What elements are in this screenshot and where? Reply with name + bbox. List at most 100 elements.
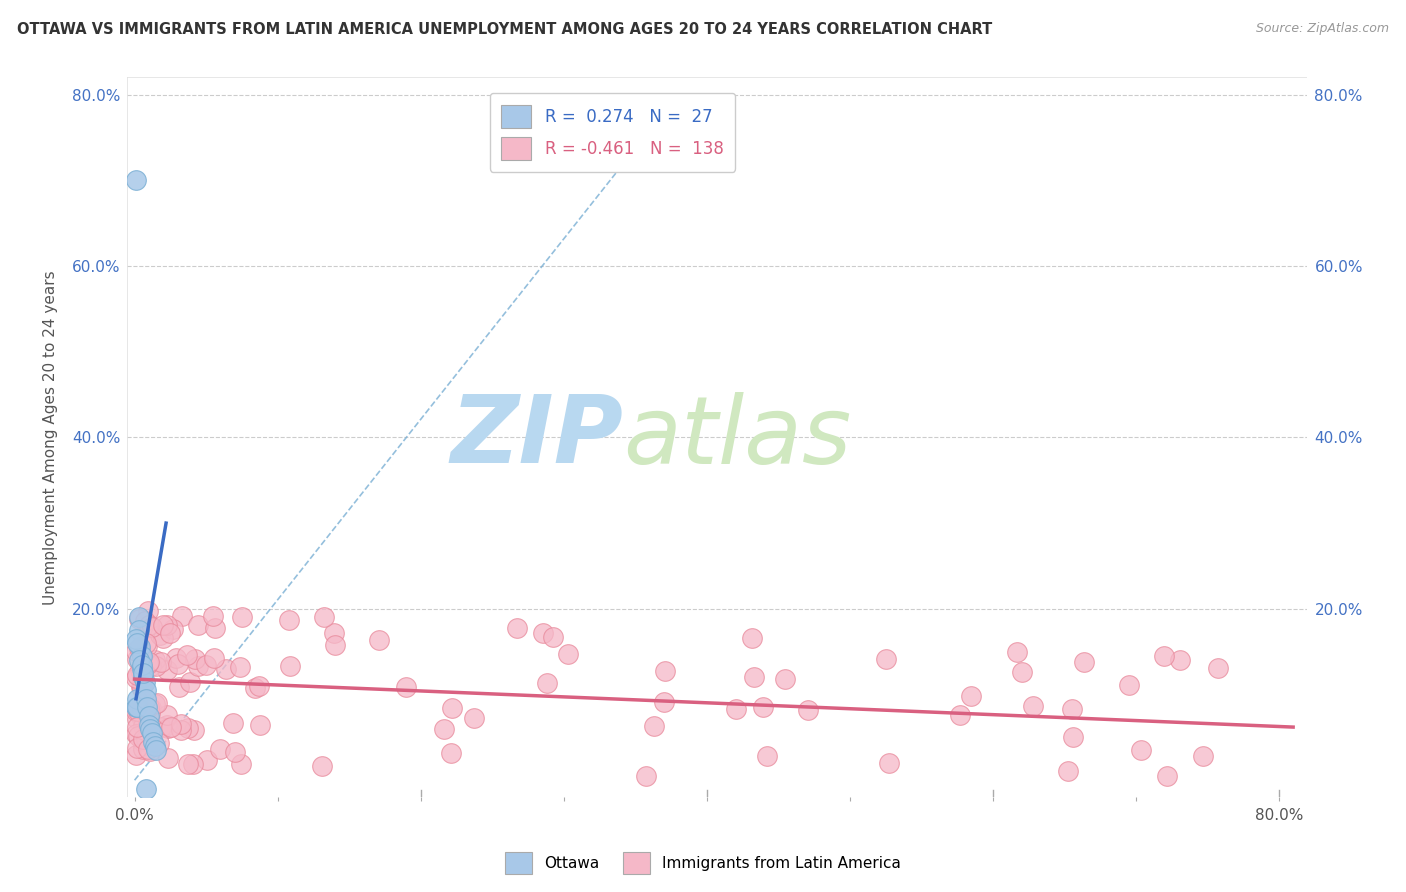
Point bbox=[127, 740, 149, 755]
Point bbox=[643, 719, 665, 733]
Point bbox=[204, 621, 226, 635]
Point bbox=[131, 742, 153, 756]
Point bbox=[1192, 749, 1215, 764]
Text: Source: ZipAtlas.com: Source: ZipAtlas.com bbox=[1256, 22, 1389, 36]
Point bbox=[127, 704, 149, 718]
Point bbox=[125, 672, 148, 686]
Point bbox=[149, 628, 172, 642]
Point bbox=[202, 651, 225, 665]
Point bbox=[751, 699, 773, 714]
Point bbox=[187, 618, 209, 632]
Point bbox=[127, 700, 149, 714]
Point bbox=[129, 665, 152, 680]
Point bbox=[141, 726, 163, 740]
Point bbox=[1011, 665, 1033, 680]
Point bbox=[135, 781, 157, 796]
Point bbox=[314, 610, 336, 624]
Point bbox=[131, 731, 153, 746]
Point bbox=[125, 704, 148, 718]
Point bbox=[179, 675, 201, 690]
Point bbox=[1168, 652, 1191, 666]
Point bbox=[229, 660, 252, 674]
Point bbox=[125, 644, 148, 658]
Legend: Ottawa, Immigrants from Latin America: Ottawa, Immigrants from Latin America bbox=[499, 846, 907, 880]
Point bbox=[152, 618, 174, 632]
Point bbox=[1005, 644, 1028, 658]
Point bbox=[135, 639, 157, 653]
Point bbox=[138, 717, 160, 731]
Point bbox=[149, 655, 172, 669]
Point bbox=[159, 626, 181, 640]
Point bbox=[156, 663, 179, 677]
Point bbox=[463, 711, 485, 725]
Point bbox=[183, 723, 205, 738]
Point bbox=[1022, 699, 1045, 714]
Point bbox=[170, 723, 193, 738]
Point bbox=[156, 618, 179, 632]
Point bbox=[127, 729, 149, 743]
Point bbox=[134, 614, 156, 628]
Point bbox=[440, 746, 463, 760]
Point bbox=[157, 721, 180, 735]
Point bbox=[249, 679, 271, 693]
Point bbox=[652, 695, 675, 709]
Point bbox=[127, 691, 149, 706]
Point bbox=[136, 716, 159, 731]
Point bbox=[131, 681, 153, 695]
Point bbox=[129, 663, 152, 677]
Point bbox=[141, 620, 163, 634]
Point bbox=[741, 631, 763, 645]
Point bbox=[506, 621, 529, 635]
Point bbox=[278, 659, 301, 673]
Point bbox=[949, 708, 972, 723]
Point bbox=[139, 722, 162, 736]
Point bbox=[773, 672, 796, 686]
Text: atlas: atlas bbox=[623, 392, 851, 483]
Point bbox=[243, 681, 266, 696]
Point bbox=[323, 639, 346, 653]
Point bbox=[877, 756, 900, 770]
Point bbox=[277, 613, 299, 627]
Point bbox=[131, 671, 153, 685]
Point bbox=[135, 683, 157, 698]
Point bbox=[323, 625, 346, 640]
Point bbox=[1129, 743, 1152, 757]
Point bbox=[145, 743, 167, 757]
Point bbox=[138, 699, 160, 714]
Point bbox=[960, 689, 983, 703]
Point bbox=[146, 696, 169, 710]
Point bbox=[755, 748, 778, 763]
Point bbox=[368, 633, 391, 648]
Point bbox=[1062, 731, 1084, 745]
Point bbox=[132, 719, 155, 733]
Point bbox=[125, 173, 148, 187]
Point bbox=[156, 718, 179, 732]
Point bbox=[129, 710, 152, 724]
Point bbox=[132, 666, 155, 681]
Point bbox=[143, 739, 166, 753]
Point bbox=[160, 720, 183, 734]
Point bbox=[170, 716, 193, 731]
Point bbox=[131, 702, 153, 716]
Point bbox=[167, 680, 190, 694]
Point bbox=[131, 648, 153, 663]
Point bbox=[195, 753, 218, 767]
Point bbox=[557, 647, 579, 661]
Point bbox=[156, 707, 179, 722]
Point bbox=[170, 609, 193, 624]
Point bbox=[125, 632, 148, 646]
Point bbox=[152, 631, 174, 645]
Point bbox=[135, 731, 157, 746]
Point bbox=[1062, 702, 1084, 716]
Point bbox=[875, 652, 897, 666]
Point bbox=[145, 659, 167, 673]
Point bbox=[215, 662, 238, 676]
Point bbox=[433, 722, 456, 736]
Point bbox=[194, 658, 217, 673]
Point bbox=[209, 741, 232, 756]
Point bbox=[531, 625, 554, 640]
Point bbox=[128, 653, 150, 667]
Point bbox=[311, 759, 333, 773]
Text: ZIP: ZIP bbox=[450, 392, 623, 483]
Point bbox=[1073, 655, 1095, 669]
